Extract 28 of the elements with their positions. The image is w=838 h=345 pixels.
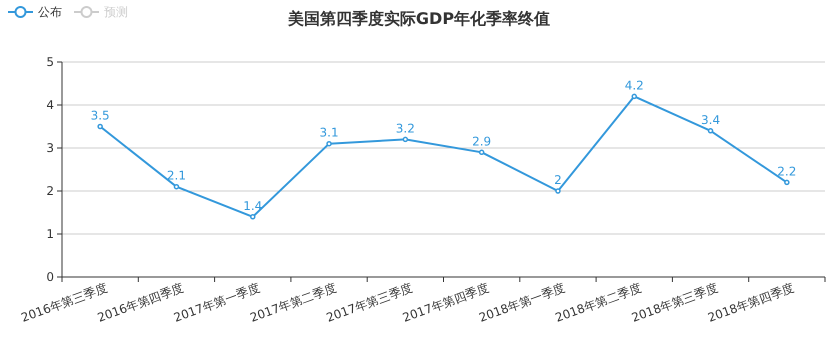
data-label: 3.5 [90, 108, 110, 122]
data-label: 3.2 [396, 121, 415, 136]
point [555, 188, 561, 194]
data-label: 2.2 [777, 164, 796, 178]
y-tick-label: 2 [46, 184, 54, 198]
data-label: 2 [554, 173, 562, 187]
chart-title: 美国第四季度实际GDP年化季率终值 [286, 9, 550, 28]
point [97, 124, 103, 130]
data-label: 4.2 [624, 78, 644, 92]
y-tick-label: 4 [46, 98, 54, 112]
legend-label: 公布 [38, 5, 62, 19]
data-label: 3.1 [320, 126, 339, 140]
data-label: 2.1 [166, 168, 186, 183]
point [174, 184, 180, 190]
y-tick-label: 1 [46, 227, 54, 241]
point [708, 128, 714, 134]
point [632, 94, 637, 100]
y-tick-label: 5 [46, 55, 54, 69]
data-label: 2.9 [472, 134, 492, 148]
point [326, 140, 332, 146]
data-label: 3.4 [701, 112, 720, 127]
point [478, 150, 484, 156]
y-tick-label: 0 [46, 270, 54, 284]
y-tick-label: 3 [46, 141, 54, 155]
data-label: 1.4 [243, 198, 262, 213]
point [784, 180, 790, 186]
point [402, 136, 408, 142]
point [250, 214, 256, 220]
